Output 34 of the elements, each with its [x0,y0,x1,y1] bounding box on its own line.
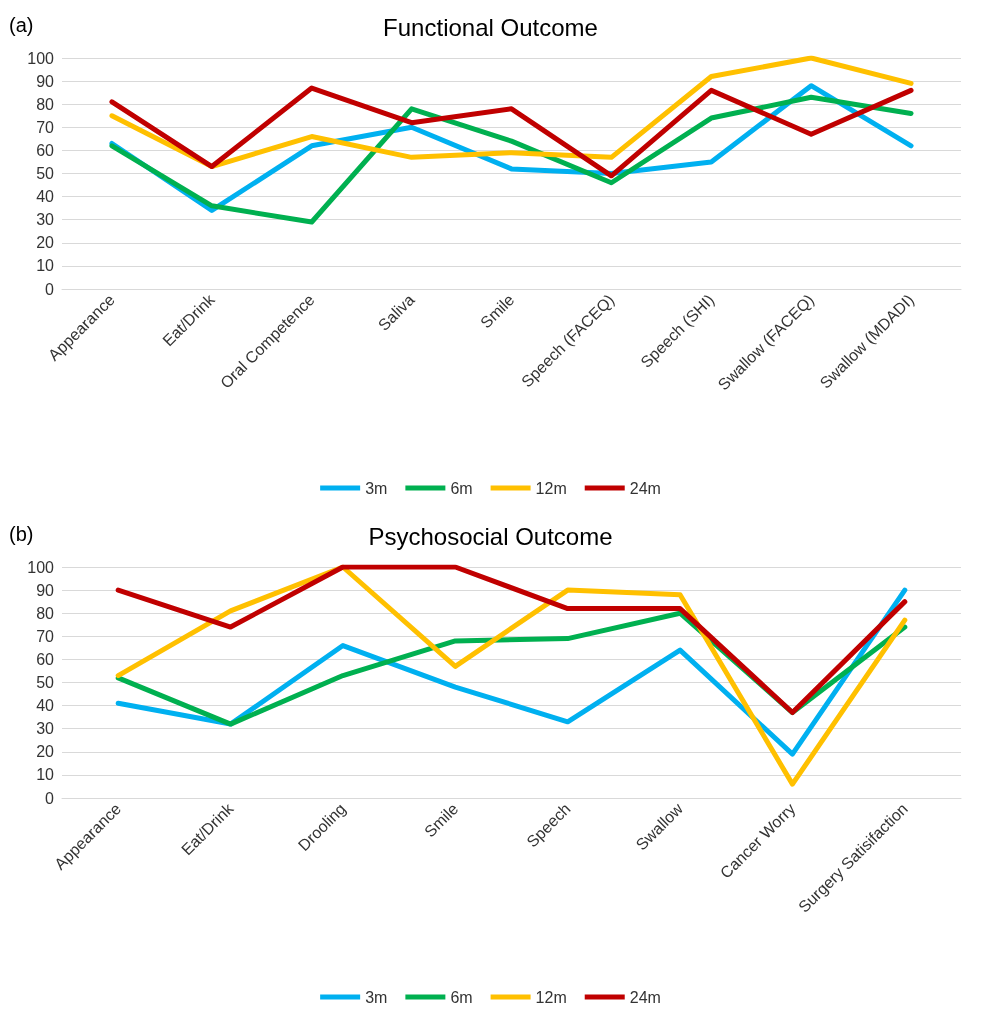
y-tick-label: 0 [45,280,55,298]
y-tick-label: 60 [36,650,55,668]
y-tick-label: 70 [36,627,55,645]
y-tick-label: 10 [36,766,55,784]
legend-label: 12m [535,479,567,497]
y-tick-label: 100 [27,49,55,67]
y-tick-label: 60 [36,141,55,159]
legend-label: 3m [365,988,388,1006]
y-tick-label: 90 [36,581,55,599]
y-tick-label: 90 [36,72,55,90]
y-tick-label: 40 [36,188,55,206]
chart-title: Functional Outcome [383,13,598,41]
y-tick-label: 80 [36,95,55,113]
legend-label: 12m [535,988,567,1006]
y-tick-label: 10 [36,257,55,275]
y-tick-label: 30 [36,211,55,229]
y-tick-label: 30 [36,720,55,738]
y-tick-label: 70 [36,118,55,136]
text: (a) [9,14,34,36]
legend-label: 24m [629,479,661,497]
legend-label: 3m [365,479,388,497]
legend-label: 24m [629,988,661,1006]
y-tick-label: 100 [27,558,55,576]
text: (b) [9,523,34,545]
y-tick-label: 50 [36,165,55,182]
y-tick-label: 80 [36,604,55,622]
legend-label: 6m [450,988,473,1006]
chart-title: Psychosocial Outcome [368,522,613,550]
y-tick-label: 50 [36,674,55,691]
y-tick-label: 0 [45,789,55,807]
y-tick-label: 20 [36,234,55,252]
y-tick-label: 40 [36,697,55,715]
y-tick-label: 20 [36,743,55,761]
legend-label: 6m [450,479,473,497]
